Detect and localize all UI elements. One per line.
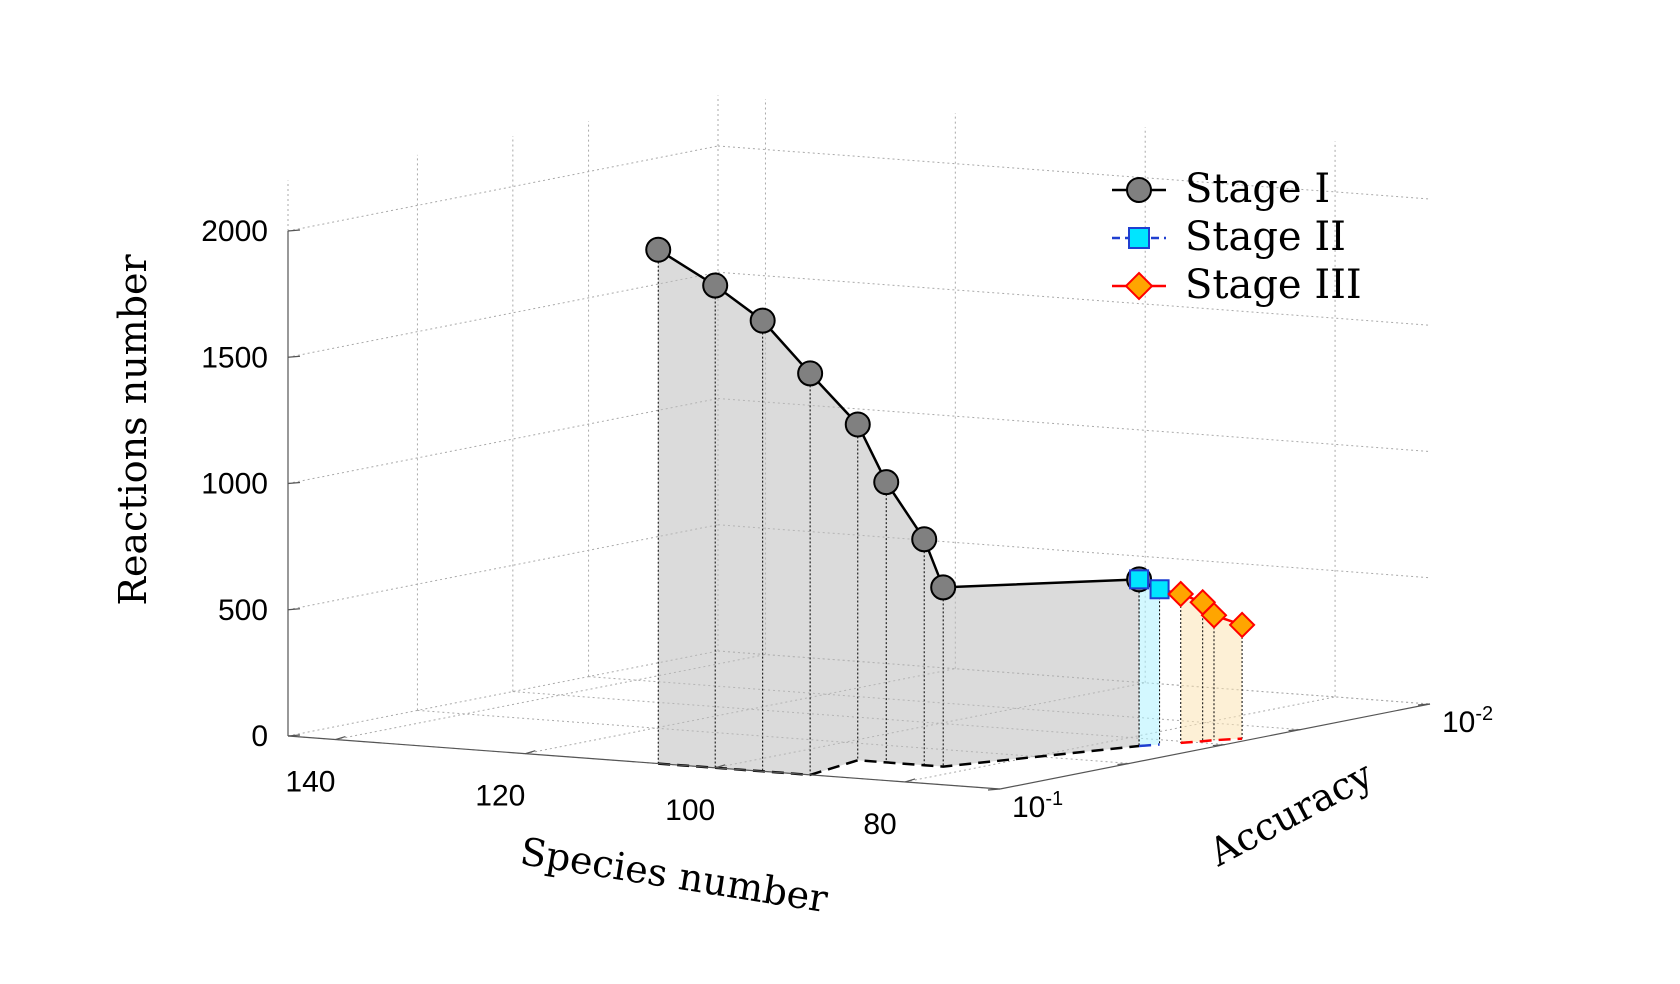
- legend-label-stage-2: Stage II: [1185, 214, 1346, 260]
- y-tick-label: 10-2: [1442, 703, 1493, 739]
- data-point-circle: [930, 574, 957, 601]
- back-gridline-z: [717, 145, 1431, 200]
- data-point-circle: [645, 236, 672, 263]
- data-point-diamond: [1167, 580, 1195, 608]
- z-tick-label: 1500: [201, 341, 268, 374]
- floor-trace: [1139, 743, 1160, 748]
- back-gridline-z: [717, 271, 1431, 326]
- x-axis-line: [287, 735, 1001, 790]
- y-tick-mark: [1212, 743, 1225, 747]
- legend-item-stage-2: Stage II: [1112, 214, 1346, 260]
- z-tick-mark: [287, 355, 301, 358]
- x-axis-label: Species number: [517, 829, 831, 921]
- projection-panel: [886, 482, 925, 766]
- data-point-circle: [797, 360, 824, 387]
- legend-marker-diamond: [1124, 271, 1154, 301]
- side-gridline-z: [287, 145, 719, 232]
- projection-shades: [657, 249, 1243, 777]
- z-tick-label: 500: [218, 594, 268, 627]
- x-tick-mark: [715, 764, 726, 769]
- legend: Stage I Stage II Stage III: [1112, 166, 1362, 308]
- projection-panel: [658, 249, 716, 768]
- projection-panel: [1214, 615, 1243, 741]
- z-tick-mark: [287, 481, 301, 485]
- floor-trace: [1180, 737, 1243, 745]
- projection-panel: [943, 579, 1140, 767]
- x-tick-label: 140: [285, 766, 335, 799]
- projection-panel: [924, 539, 944, 767]
- z-tick-mark: [287, 229, 301, 232]
- legend-marker-square: [1128, 227, 1150, 249]
- data-point-circle: [911, 526, 938, 553]
- data-point-circle: [844, 411, 871, 438]
- z-tick-mark: [287, 734, 301, 737]
- legend-item-stage-1: Stage I: [1112, 166, 1330, 212]
- legend-label-stage-3: Stage III: [1185, 262, 1362, 308]
- side-gridline-z: [287, 398, 719, 484]
- y-tick-mark: [1117, 762, 1130, 766]
- x-tick-mark: [904, 778, 916, 783]
- data-point-square: [1149, 579, 1170, 600]
- legend-item-stage-3: Stage III: [1112, 262, 1362, 308]
- x-tick-label: 80: [863, 808, 896, 841]
- y-axis-line: [999, 703, 1431, 790]
- data-point-circle: [702, 272, 729, 299]
- z-tick-label: 2000: [201, 215, 268, 248]
- y-tick-label: 10-1: [1012, 788, 1063, 824]
- x-tick-mark: [335, 735, 346, 741]
- x-tick-label: 100: [665, 794, 715, 827]
- side-gridline-z: [287, 650, 719, 737]
- data-point-diamond: [1200, 601, 1228, 629]
- floor-gridline-x: [904, 696, 1336, 783]
- side-gridline-z: [287, 271, 719, 358]
- projection-panel: [1202, 602, 1214, 742]
- projection-panel: [715, 285, 763, 772]
- y-tick-mark: [1417, 703, 1431, 706]
- back-gridline-z: [717, 398, 1431, 452]
- series-layer: [645, 236, 1256, 639]
- z-tick-label: 1000: [201, 468, 268, 501]
- x-tick-mark: [525, 750, 536, 755]
- y-tick-mark: [1288, 728, 1301, 732]
- legend-marker-circle: [1126, 177, 1152, 203]
- axes-layer: 0 500 1000 1500 2000 140 120 100 80 10-1 10-2: [201, 215, 1493, 841]
- data-point-circle: [873, 469, 900, 496]
- side-gridline-z: [287, 524, 719, 611]
- data-point-diamond: [1228, 611, 1256, 639]
- projection-panel: [1139, 579, 1160, 746]
- back-gridline-z: [717, 524, 1431, 579]
- data-point-square: [1129, 569, 1150, 590]
- projection-panel: [810, 373, 858, 775]
- projection-panel: [857, 424, 887, 763]
- projection-panel: [762, 320, 811, 775]
- projection-panel: [1180, 594, 1203, 743]
- y-tick-mark: [987, 788, 1001, 791]
- y-axis-label: Accuracy: [1201, 752, 1380, 875]
- z-tick-label: 0: [251, 720, 268, 753]
- z-tick-mark: [287, 608, 301, 611]
- x-tick-label: 120: [475, 780, 525, 813]
- data-point-circle: [749, 307, 776, 334]
- z-axis-label: Reactions number: [111, 253, 155, 605]
- legend-label-stage-1: Stage I: [1185, 166, 1330, 212]
